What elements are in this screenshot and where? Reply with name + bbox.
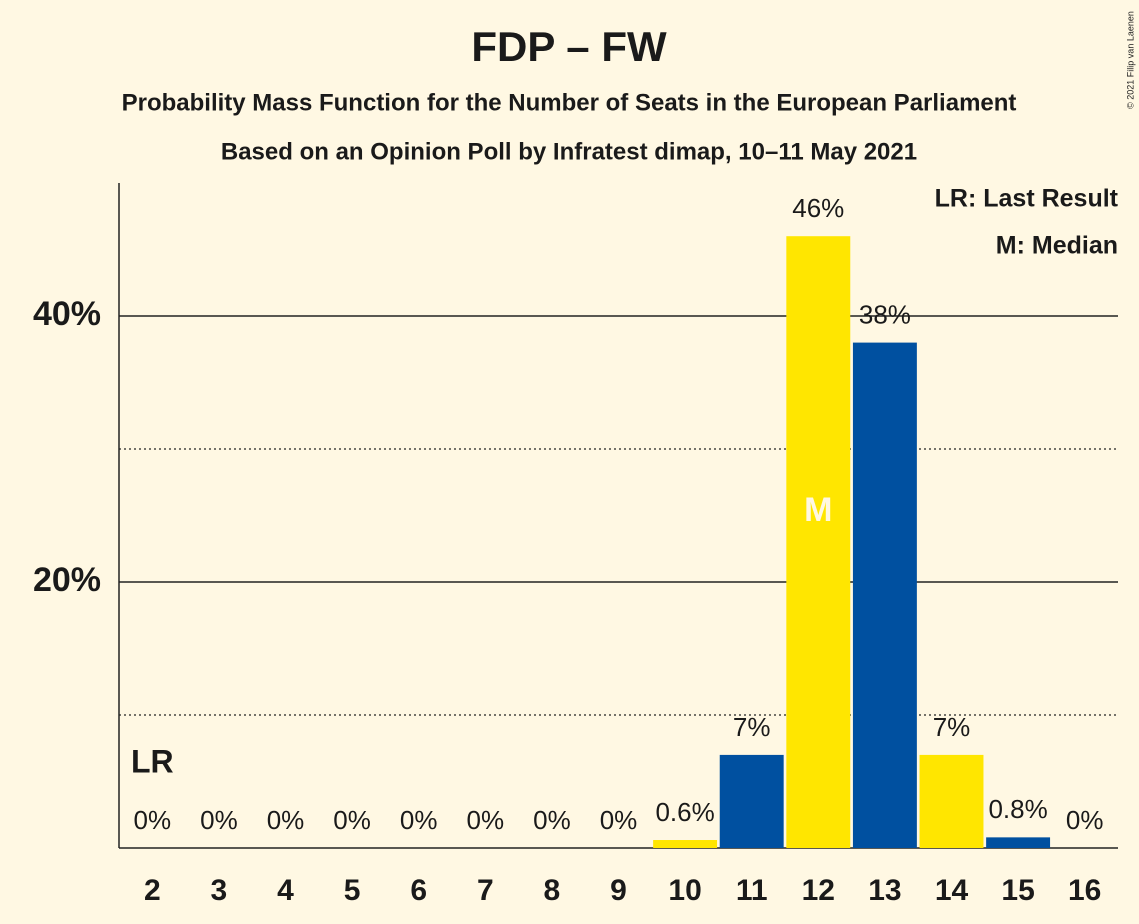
- bar: [653, 840, 718, 848]
- x-tick-label: 14: [935, 874, 969, 907]
- x-tick-label: 6: [410, 874, 427, 907]
- legend-entry: LR: Last Result: [935, 185, 1119, 213]
- value-label: 0%: [400, 805, 438, 835]
- chart-title: FDP – FW: [471, 23, 667, 70]
- x-tick-label: 2: [144, 874, 161, 907]
- x-tick-label: 4: [277, 874, 294, 907]
- x-tick-label: 11: [736, 874, 768, 907]
- value-label: 0%: [134, 805, 172, 835]
- last-result-marker: LR: [131, 743, 174, 779]
- chart-subtitle: Based on an Opinion Poll by Infratest di…: [221, 138, 917, 165]
- x-tick-label: 13: [868, 874, 901, 907]
- x-tick-label: 10: [668, 874, 701, 907]
- x-tick-label: 9: [610, 874, 627, 907]
- value-label: 0%: [467, 805, 505, 835]
- bar: [719, 754, 784, 848]
- value-label: 46%: [792, 193, 844, 223]
- x-tick-label: 3: [211, 874, 228, 907]
- value-label: 0%: [600, 805, 638, 835]
- x-tick-label: 16: [1068, 874, 1101, 907]
- x-tick-label: 8: [544, 874, 561, 907]
- x-tick-label: 12: [802, 874, 835, 907]
- value-label: 38%: [859, 299, 911, 329]
- bar: [852, 342, 917, 848]
- value-label: 0%: [200, 805, 238, 835]
- x-tick-label: 15: [1001, 874, 1034, 907]
- x-tick-label: 7: [477, 874, 494, 907]
- x-tick-label: 5: [344, 874, 361, 907]
- y-tick-label: 20%: [33, 561, 101, 599]
- bar: [986, 837, 1051, 848]
- median-marker: M: [804, 491, 832, 529]
- y-tick-label: 40%: [33, 295, 101, 333]
- copyright: © 2021 Filip van Laenen: [1125, 11, 1135, 109]
- bar: [786, 236, 851, 848]
- bar: [919, 754, 984, 848]
- value-label: 7%: [933, 712, 971, 742]
- chart-subtitle: Probability Mass Function for the Number…: [122, 89, 1017, 116]
- value-label: 0.8%: [988, 794, 1047, 824]
- value-label: 0%: [1066, 805, 1104, 835]
- value-label: 0%: [333, 805, 371, 835]
- value-label: 7%: [733, 712, 771, 742]
- value-label: 0.6%: [655, 797, 714, 827]
- legend-entry: M: Median: [996, 232, 1118, 260]
- value-label: 0%: [533, 805, 571, 835]
- value-label: 0%: [267, 805, 305, 835]
